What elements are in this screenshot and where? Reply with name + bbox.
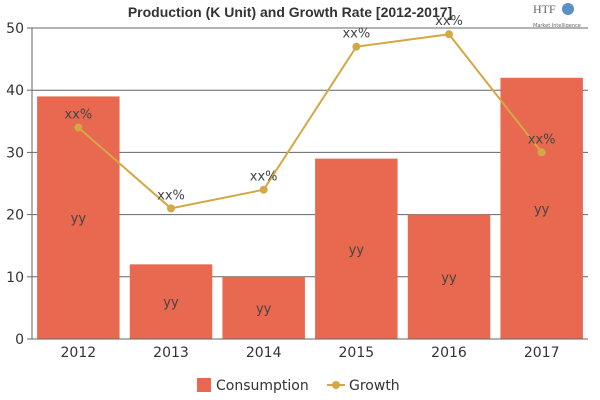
growth-label: xx% — [435, 14, 463, 29]
y-tick-label: 40 — [6, 83, 24, 99]
legend-marker-growth — [332, 381, 340, 389]
growth-point — [352, 42, 361, 51]
growth-label: xx% — [250, 170, 278, 185]
bar-label: yy — [441, 271, 457, 286]
bar-2016 — [407, 214, 491, 339]
x-tick-label: 2016 — [431, 345, 467, 361]
bar-2015 — [315, 158, 398, 339]
growth-point — [445, 30, 453, 39]
growth-point — [537, 148, 546, 157]
x-tick-label: 2017 — [524, 345, 560, 361]
x-tick-label: 2014 — [246, 345, 282, 361]
bar-label: yy — [71, 212, 87, 227]
bar-label: yy — [256, 302, 272, 317]
bar-2014 — [222, 276, 305, 339]
legend: Consumption Growth — [197, 378, 400, 394]
legend-label-growth: Growth — [349, 378, 400, 394]
y-tick-label: 20 — [6, 208, 24, 224]
y-tick-label: 30 — [6, 145, 24, 161]
x-tick-label: 2013 — [153, 345, 189, 361]
legend-swatch-consumption — [197, 378, 211, 392]
svg-text:HTF: HTF — [533, 2, 556, 16]
y-tick-label: 0 — [15, 332, 24, 348]
y-tick-label: 10 — [6, 270, 24, 286]
growth-point — [74, 123, 83, 132]
growth-label: xx% — [157, 188, 185, 203]
bar-2017 — [500, 77, 583, 339]
htf-logo: HTF Market Intelligence — [533, 2, 581, 29]
growth-label: xx% — [342, 27, 370, 42]
growth-label: xx% — [64, 108, 92, 123]
x-tick-label: 2012 — [61, 345, 97, 361]
bar-2012 — [37, 96, 120, 339]
bar-label: yy — [349, 243, 365, 258]
chart-title: Production (K Unit) and Growth Rate [201… — [128, 4, 452, 20]
growth-line — [77, 33, 543, 210]
growth-label: xx% — [528, 132, 556, 147]
growth-point — [259, 185, 268, 194]
bar-label: yy — [534, 202, 550, 217]
bar-label: yy — [163, 296, 179, 311]
growth-point — [167, 204, 175, 213]
x-tick-label: 2015 — [339, 345, 375, 361]
bar-2013 — [129, 264, 213, 339]
svg-text:Market Intelligence: Market Intelligence — [533, 23, 581, 29]
legend-label-consumption: Consumption — [216, 378, 309, 394]
y-tick-label: 50 — [6, 21, 24, 37]
